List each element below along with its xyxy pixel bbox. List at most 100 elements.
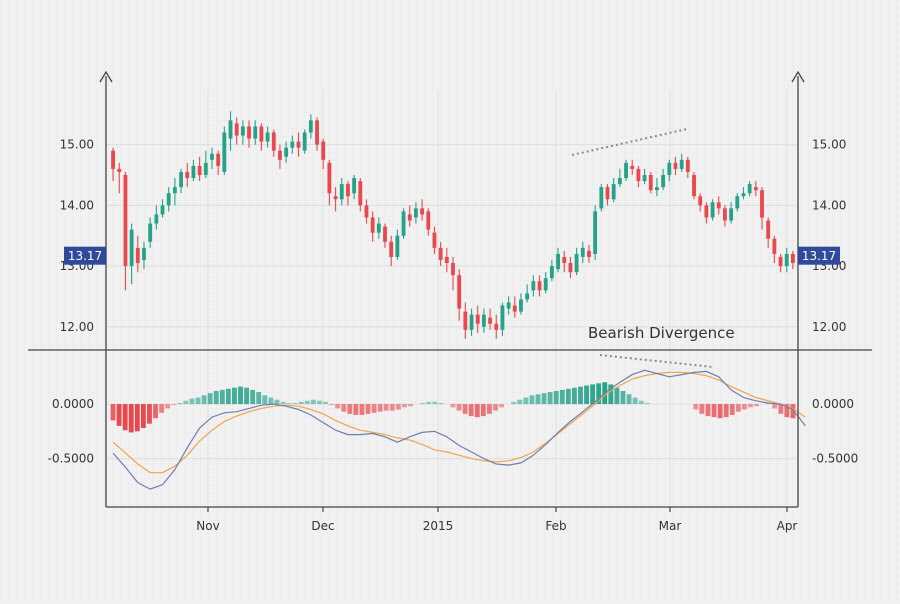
candle [383, 223, 387, 248]
candle [587, 244, 591, 264]
histogram-bar [741, 404, 747, 410]
candle [216, 150, 221, 175]
candle [617, 168, 622, 188]
candle-body [302, 132, 307, 151]
candle-body [191, 165, 196, 179]
candle-body [549, 266, 554, 279]
candle-body [315, 120, 319, 145]
candle [642, 168, 647, 185]
price-tag-right-label: 13.17 [802, 249, 836, 263]
candle-body [376, 223, 381, 233]
histogram-bar [201, 395, 207, 405]
candle [179, 168, 183, 194]
histogram-bar [578, 386, 583, 405]
candle-body [370, 217, 375, 233]
histogram-bar [341, 404, 347, 412]
histogram-bar [153, 404, 158, 419]
histogram-bar [323, 401, 328, 405]
candle-body [562, 256, 567, 264]
right-axis-arrow [791, 70, 805, 83]
histogram-bar [493, 404, 498, 411]
candle [253, 120, 258, 145]
candle [135, 235, 140, 273]
price-tag-right: 13.17 [798, 246, 840, 265]
histogram-bar [432, 401, 438, 405]
histogram-bar [274, 399, 280, 405]
candle-body [679, 159, 684, 169]
ytick-left-price: 12.00 [60, 320, 94, 334]
histogram-bar [614, 387, 620, 405]
candle [729, 202, 734, 224]
candle-body [210, 153, 214, 160]
histogram-bar [517, 399, 523, 405]
histogram-bar [128, 404, 134, 433]
histogram-bar [353, 404, 359, 415]
left-axis-arrow [99, 70, 113, 83]
histogram-bar [474, 404, 480, 418]
histogram-bar [189, 398, 195, 405]
candle [488, 308, 492, 330]
xtick-label-2015: 2015 [423, 519, 454, 533]
histogram-bar [553, 390, 559, 405]
histogram-bar [754, 404, 759, 407]
candle [197, 156, 202, 182]
candle-body [358, 181, 363, 206]
candle-body [414, 208, 418, 218]
histogram-bar [268, 397, 274, 405]
candle-body [327, 162, 332, 194]
histogram-bar [456, 404, 462, 411]
candle [710, 199, 715, 221]
histogram-bar [620, 390, 626, 405]
candle [111, 147, 116, 182]
ytick-left-macd: 0.0000 [52, 397, 94, 411]
macd-histogram [110, 382, 796, 433]
candle [760, 187, 764, 230]
histogram-bar [244, 387, 250, 405]
candle [203, 150, 208, 179]
candle-body [451, 263, 455, 276]
macd-line [112, 369, 806, 490]
histogram-bar [541, 393, 547, 405]
candle [525, 284, 530, 303]
candle-body [278, 150, 282, 160]
candle [117, 162, 122, 194]
candle [605, 184, 610, 206]
candle [772, 235, 777, 264]
candle-body [716, 202, 721, 209]
candle-body [129, 229, 134, 267]
candle [494, 314, 499, 339]
candle [667, 159, 672, 182]
candle [222, 126, 227, 175]
ytick-left-price: 15.00 [60, 138, 94, 152]
candle-body [537, 281, 542, 291]
candle-body [407, 214, 412, 221]
histogram-bar [462, 404, 468, 414]
candle-body [179, 171, 183, 188]
candle [290, 135, 295, 154]
candle-body [457, 275, 462, 309]
histogram-bar [195, 397, 201, 405]
candle-body [673, 162, 678, 169]
candle-body [655, 187, 659, 191]
candle-body [172, 187, 177, 194]
candle [574, 247, 579, 276]
candle [271, 129, 276, 157]
histogram-bar [395, 404, 401, 410]
histogram-bar [408, 404, 413, 407]
candle-body [531, 281, 536, 291]
candle [228, 111, 233, 151]
xtick-label-mar: Mar [659, 519, 682, 533]
candle-body [778, 256, 783, 267]
histogram-bar [559, 389, 565, 405]
histogram-bar [159, 404, 165, 413]
candle [160, 199, 165, 218]
histogram-bar [219, 389, 225, 405]
xtick-label-apr: Apr [777, 519, 798, 533]
candle-body [543, 278, 548, 291]
candle [142, 241, 146, 270]
histogram-bar [292, 402, 298, 405]
candle [389, 235, 394, 267]
candle-body [525, 293, 530, 300]
